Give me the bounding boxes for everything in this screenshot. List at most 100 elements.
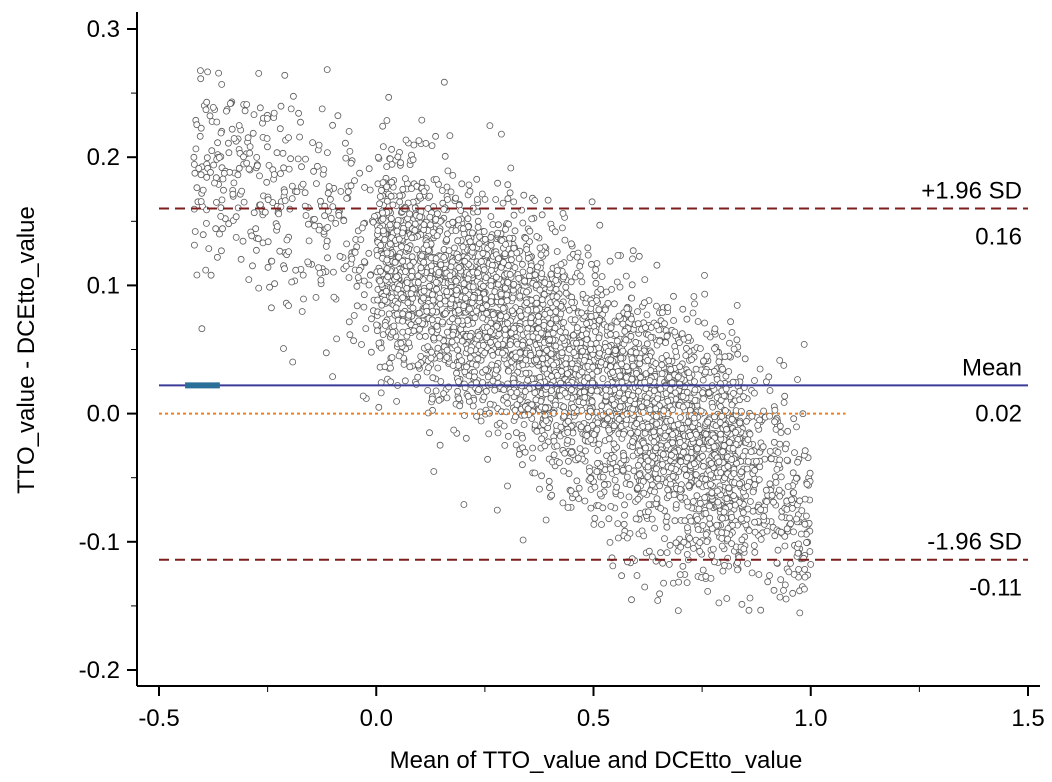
data-point (427, 354, 435, 362)
data-point (281, 197, 289, 205)
data-point (718, 535, 726, 542)
data-point (723, 495, 731, 503)
data-point (558, 367, 565, 375)
data-point (645, 501, 653, 509)
data-point (708, 438, 715, 446)
data-point (806, 548, 814, 555)
data-point (607, 356, 615, 364)
data-point (428, 142, 436, 150)
data-point (419, 294, 427, 302)
data-point (621, 327, 629, 335)
data-point (607, 465, 614, 473)
data-point (199, 231, 207, 239)
data-point (501, 250, 509, 258)
data-point (538, 270, 546, 278)
data-point (671, 517, 679, 525)
data-point (336, 252, 344, 260)
data-point (685, 333, 693, 341)
data-point (702, 475, 709, 483)
data-point (618, 572, 625, 580)
data-point (399, 328, 407, 336)
data-point (329, 203, 337, 211)
data-point (299, 180, 307, 188)
data-point (647, 333, 655, 341)
data-point (459, 225, 467, 233)
data-point (634, 484, 642, 492)
reference-line-label: +1.96 SD (921, 177, 1022, 204)
data-point (255, 284, 263, 292)
data-point (453, 369, 460, 377)
data-point (744, 505, 752, 513)
data-point (700, 395, 707, 403)
data-point (190, 241, 198, 249)
data-point (451, 244, 458, 252)
data-point (576, 445, 584, 453)
data-point (620, 430, 627, 438)
data-point (393, 397, 401, 405)
data-point (776, 492, 784, 500)
data-point (595, 316, 603, 324)
data-point (790, 489, 797, 497)
data-point (240, 153, 247, 161)
data-point (250, 209, 258, 217)
data-point (324, 223, 332, 231)
data-point (654, 395, 661, 403)
data-point (697, 345, 704, 352)
data-point (694, 318, 702, 325)
data-point (540, 321, 548, 329)
data-point (793, 515, 800, 523)
data-point (794, 458, 801, 466)
data-point (730, 470, 738, 477)
data-point (392, 304, 400, 312)
data-point (224, 139, 232, 147)
data-point (402, 268, 409, 275)
data-point (658, 370, 666, 378)
data-point (447, 263, 455, 271)
data-point (376, 193, 384, 201)
data-point (767, 455, 775, 463)
data-point (315, 264, 323, 272)
data-point (564, 428, 572, 436)
data-point (516, 325, 524, 333)
data-point (408, 253, 416, 261)
data-point (684, 418, 692, 426)
data-point (734, 566, 741, 574)
data-point (415, 137, 423, 145)
data-point (345, 274, 353, 282)
data-point (628, 596, 635, 604)
data-point (492, 196, 500, 203)
data-point (360, 277, 368, 285)
data-point (546, 484, 553, 492)
data-point (193, 184, 201, 192)
data-point (565, 306, 573, 314)
data-point (694, 526, 702, 533)
data-point (482, 387, 490, 395)
data-point (482, 295, 489, 303)
data-point (428, 328, 436, 335)
data-point (659, 309, 666, 317)
data-point (470, 373, 478, 381)
data-point (312, 180, 320, 188)
data-point (699, 566, 707, 574)
data-point (288, 195, 296, 203)
data-point (568, 298, 576, 306)
data-point (688, 356, 695, 364)
data-point (327, 214, 335, 222)
data-point (728, 329, 736, 336)
data-point (426, 429, 433, 437)
data-point (636, 447, 644, 455)
data-point (509, 294, 517, 302)
data-point (449, 218, 457, 226)
data-point (659, 461, 666, 468)
data-point (608, 285, 615, 293)
data-point (801, 447, 809, 455)
data-point (376, 200, 384, 208)
data-point (702, 430, 710, 438)
data-point (595, 334, 603, 342)
data-point (531, 389, 539, 397)
data-point (345, 127, 353, 135)
data-point (500, 422, 508, 430)
data-point (751, 377, 758, 384)
data-point (245, 276, 253, 284)
data-point (497, 130, 505, 138)
